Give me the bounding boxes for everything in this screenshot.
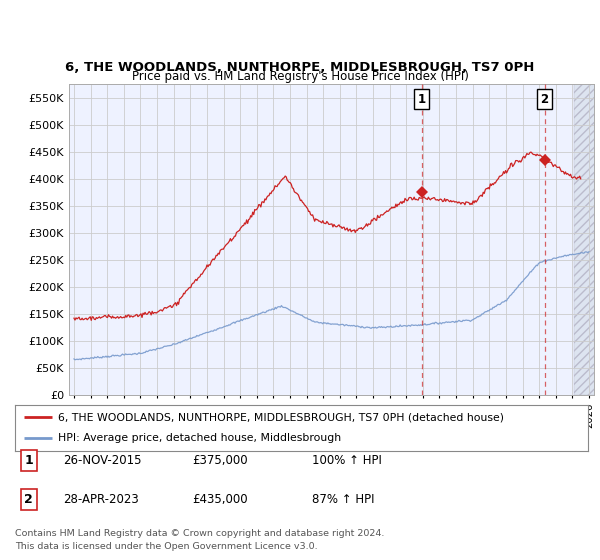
Text: 28-APR-2023: 28-APR-2023 — [63, 493, 139, 506]
Text: Price paid vs. HM Land Registry's House Price Index (HPI): Price paid vs. HM Land Registry's House … — [131, 70, 469, 83]
Bar — [574, 84, 598, 395]
Text: 26-NOV-2015: 26-NOV-2015 — [63, 454, 142, 467]
Text: 87% ↑ HPI: 87% ↑ HPI — [312, 493, 374, 506]
Text: 1: 1 — [418, 92, 425, 106]
Text: 2: 2 — [25, 493, 33, 506]
Text: £435,000: £435,000 — [192, 493, 248, 506]
Text: 6, THE WOODLANDS, NUNTHORPE, MIDDLESBROUGH, TS7 0PH: 6, THE WOODLANDS, NUNTHORPE, MIDDLESBROU… — [65, 61, 535, 74]
Text: HPI: Average price, detached house, Middlesbrough: HPI: Average price, detached house, Midd… — [58, 433, 341, 444]
Text: 6, THE WOODLANDS, NUNTHORPE, MIDDLESBROUGH, TS7 0PH (detached house): 6, THE WOODLANDS, NUNTHORPE, MIDDLESBROU… — [58, 412, 504, 422]
Text: £375,000: £375,000 — [192, 454, 248, 467]
Text: 1: 1 — [25, 454, 33, 467]
Text: Contains HM Land Registry data © Crown copyright and database right 2024.
This d: Contains HM Land Registry data © Crown c… — [15, 529, 385, 550]
Text: 2: 2 — [541, 92, 549, 106]
Text: 100% ↑ HPI: 100% ↑ HPI — [312, 454, 382, 467]
